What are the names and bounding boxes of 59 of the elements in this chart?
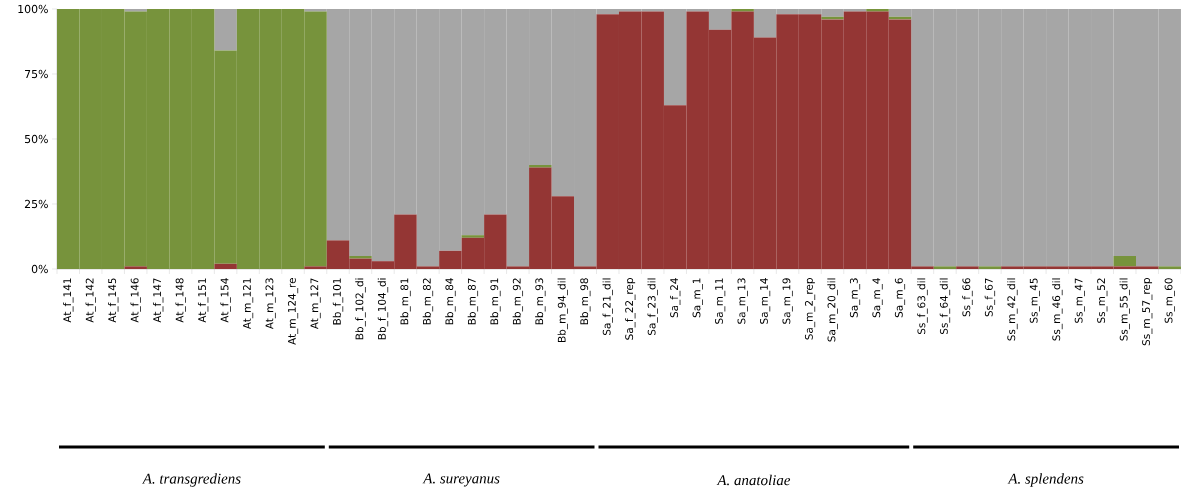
x-tick-label: Sa_m_3 [849, 278, 861, 318]
x-tick-label: Bb_m_87 [467, 278, 479, 325]
x-tick-label: Sa_m_19 [782, 278, 793, 324]
x-tick-label: At_f_154 [220, 278, 231, 323]
x-tick-label: Sa_m_13 [737, 278, 748, 324]
y-tick-label: 75% [25, 69, 48, 79]
x-tick-label: Ss_m_60 [1164, 278, 1175, 323]
x-tick-label: Bb_m_93 [535, 278, 546, 325]
text: A. splendens [1007, 473, 1084, 487]
x-tick-label: Bb_m_92 [512, 278, 524, 325]
x-tick-label: Bb_m_91 [490, 278, 501, 325]
x-tick-label: At_f_146 [130, 278, 141, 323]
x-tick-label: At_m_127 [310, 278, 321, 330]
x-tick-label: Ss_f_67 [984, 278, 996, 317]
x-tick-label: At_f_147 [152, 278, 164, 323]
text: A. anatoliae [716, 474, 791, 486]
x-tick-label: Bb_m_82 [422, 278, 434, 325]
x-tick-label: Sa_m_14 [759, 278, 771, 324]
x-tick-label: Ss_m_55_dil [1119, 278, 1130, 341]
y-tick-label: 50% [24, 134, 48, 144]
x-tick-label: Ss_m_52 [1097, 278, 1108, 323]
x-tick-label: Sa_m_6 [894, 278, 906, 318]
x-tick-label: Ss_m_57_rep [1142, 278, 1153, 346]
x-tick-label: Bb_m_98 [580, 278, 591, 325]
x-tick-label: Bb_m_81 [400, 278, 411, 325]
x-tick-label: At_f_151 [197, 278, 209, 323]
x-tick-label: Bb_m_94_dil [557, 278, 568, 342]
text: A. sureyanus [422, 473, 500, 487]
x-tick-label: Ss_m_46_dil [1052, 278, 1063, 341]
x-tick-label: Sa_f_24 [669, 278, 681, 318]
x-tick-label: At_f_148 [175, 278, 186, 323]
x-tick-label: At_m_123 [265, 278, 276, 330]
text: A. transgrediens [141, 473, 241, 487]
x-tick-label: Ss_f_64_dil [939, 278, 951, 335]
y-tick-label: 25% [24, 199, 48, 209]
y-tick-label: 100% [18, 4, 48, 14]
x-tick-label: Sa_m_4 [872, 278, 883, 318]
y-tick-label: 0% [31, 264, 48, 274]
x-tick-label: Ss_m_42_dil [1007, 278, 1018, 341]
x-tick-label: Ss_m_45 [1029, 278, 1040, 323]
x-tick-label: Bb_m_84 [445, 278, 456, 325]
x-tick-label: Ss_f_63_dil [917, 278, 928, 335]
x-tick-label: At_m_121 [242, 278, 254, 330]
x-tick-label: Sa_f_21_dil [602, 278, 613, 336]
x-tick-label: Bb_f_101 [332, 278, 344, 325]
x-tick-label: At_m_124_re [287, 278, 299, 345]
x-tick-label: Sa_f_23_dil [647, 278, 658, 336]
x-tick-label: At_f_145 [108, 278, 119, 323]
x-tick-label: Ss_f_66 [962, 278, 973, 317]
x-tick-label: Sa_m_1 [692, 278, 703, 318]
x-tick-label: Sa_m_11 [715, 278, 726, 324]
x-tick-label: Sa_m_2_rep [804, 278, 816, 340]
x-tick-label: Bb_f_104_di [377, 278, 389, 340]
x-tick-label: Sa_m_20_dil [827, 278, 838, 342]
x-tick-label: Sa_f_22_rep [625, 278, 636, 340]
x-tick-label: Bb_f_102_di [355, 278, 366, 340]
x-tick-label: Ss_m_47 [1074, 278, 1085, 323]
x-tick-label: At_f_141 [63, 278, 74, 323]
x-tick-label: At_f_142 [85, 278, 96, 323]
